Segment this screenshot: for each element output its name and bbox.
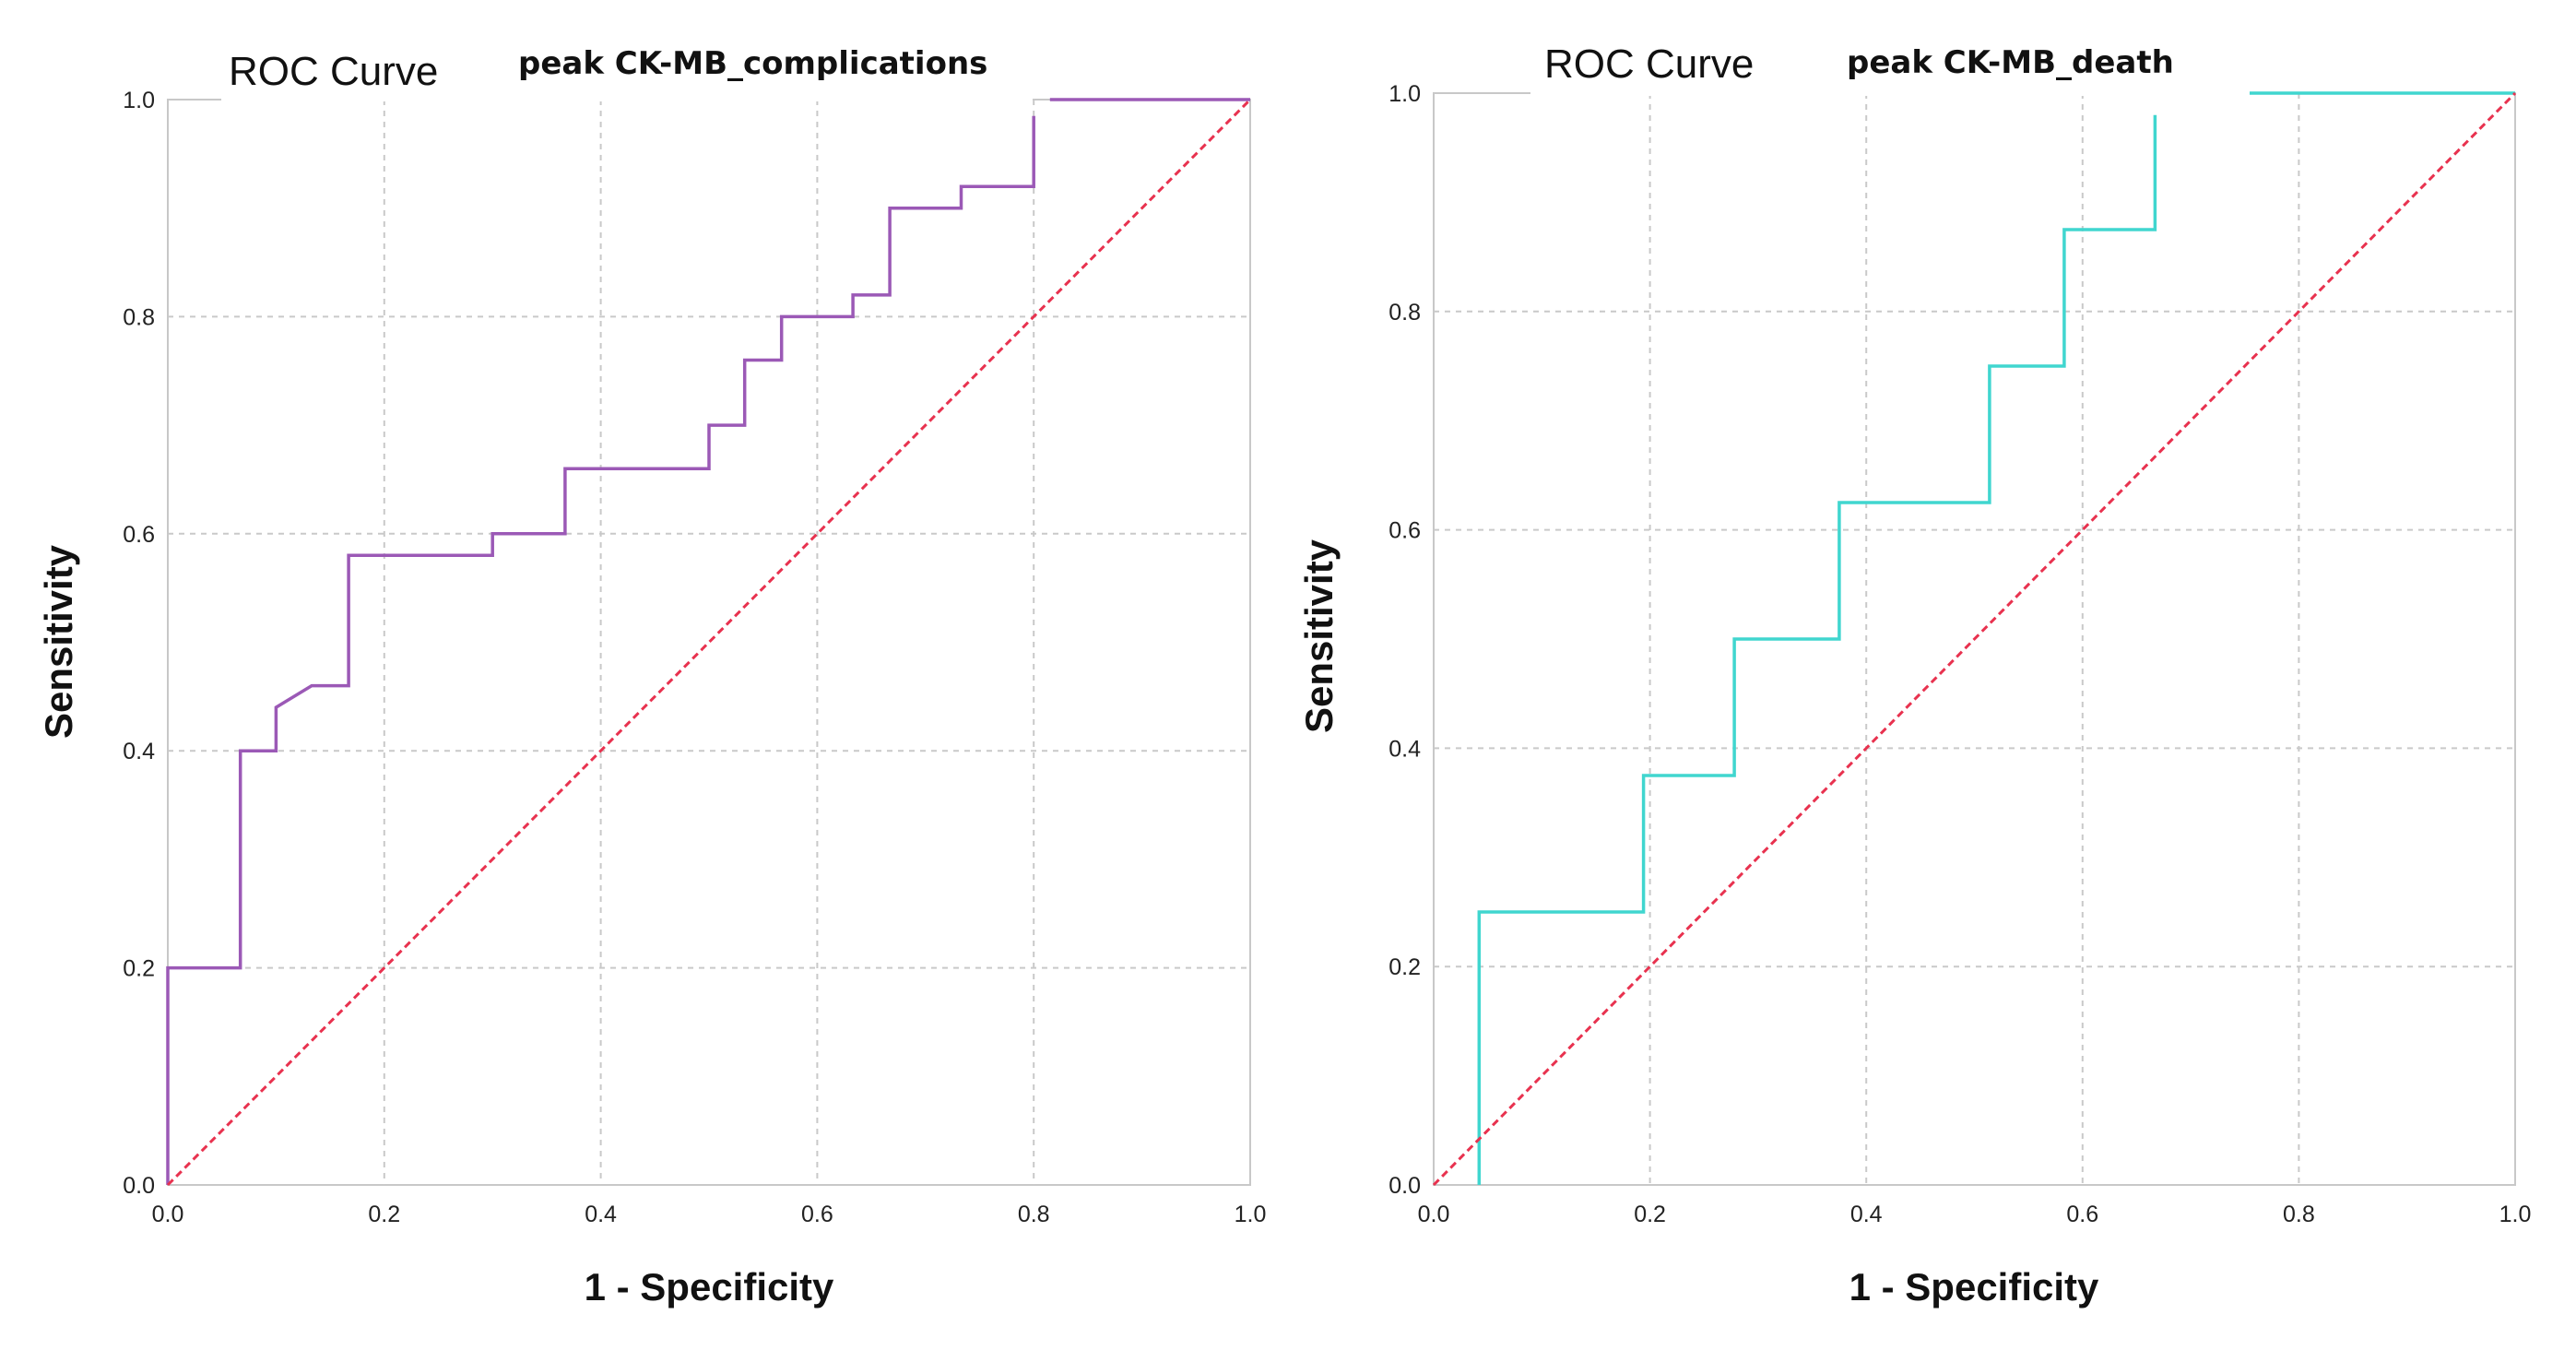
gridlines (168, 100, 1250, 1185)
title-backdrop (1530, 33, 2250, 96)
x-tick-label: 0.8 (1018, 1202, 1050, 1227)
chart-subtitle: peak CK-MB_death (1847, 44, 2174, 81)
roc-curve-line (1477, 114, 2157, 1185)
title-backdrop (221, 37, 1033, 101)
x-tick-label: 0.4 (585, 1202, 617, 1227)
gridlines (1434, 93, 2515, 1185)
x-tick-label: 0.4 (1850, 1202, 1883, 1227)
reference-line (1432, 91, 2517, 1187)
x-tick-label: 0.2 (1634, 1202, 1666, 1227)
y-tick-label: 0.6 (123, 522, 155, 548)
chart-title: ROC Curve (229, 49, 438, 94)
y-axis-title: Sensitivity (1297, 539, 1341, 733)
x-axis-title: 1 - Specificity (585, 1265, 834, 1309)
y-tick-label: 1.0 (123, 88, 155, 113)
data-marks (1432, 91, 2517, 1187)
roc-curve-line (166, 115, 1035, 1185)
roc-chart-death: ROC Curve peak CK-MB_death 0.0 0.2 0.4 0.6 0… (1297, 33, 2531, 1309)
y-tick-label: 0.4 (123, 739, 155, 764)
y-tick-label: 0.8 (1388, 300, 1421, 326)
roc-chart-complications: ROC Curve peak CK-MB_complications 0.0 0.… (37, 37, 1266, 1309)
y-tick-label: 0.6 (1388, 518, 1421, 544)
y-tick-label: 0.0 (123, 1173, 155, 1199)
x-tick-label: 1.0 (2499, 1202, 2532, 1227)
tick-labels: 0.0 0.2 0.4 0.6 0.8 1.0 0.0 0.2 0.4 0.6 0.8 1.0 (123, 88, 1266, 1227)
x-tick-label: 0.0 (152, 1202, 184, 1227)
y-tick-label: 0.2 (1388, 954, 1421, 980)
y-tick-label: 1.0 (1388, 81, 1421, 107)
y-tick-label: 0.0 (1388, 1173, 1421, 1199)
chart-title: ROC Curve (1544, 41, 1754, 87)
x-tick-label: 0.6 (2066, 1202, 2098, 1227)
tick-labels: 0.0 0.2 0.4 0.6 0.8 1.0 0.0 0.2 0.4 0.6 0.8 1.0 (1388, 81, 2531, 1227)
data-marks (166, 98, 1252, 1187)
chart-subtitle: peak CK-MB_complications (518, 45, 987, 82)
x-tick-label: 0.8 (2283, 1202, 2315, 1227)
x-tick-label: 0.0 (1418, 1202, 1450, 1227)
reference-line (166, 98, 1252, 1187)
x-axis-title: 1 - Specificity (1849, 1265, 2099, 1309)
x-tick-label: 1.0 (1235, 1202, 1267, 1227)
y-tick-label: 0.4 (1388, 736, 1421, 762)
x-tick-label: 0.6 (801, 1202, 833, 1227)
y-tick-label: 0.8 (123, 304, 155, 330)
y-axis-title: Sensitivity (37, 544, 80, 739)
x-tick-label: 0.2 (368, 1202, 400, 1227)
y-tick-label: 0.2 (123, 956, 155, 982)
